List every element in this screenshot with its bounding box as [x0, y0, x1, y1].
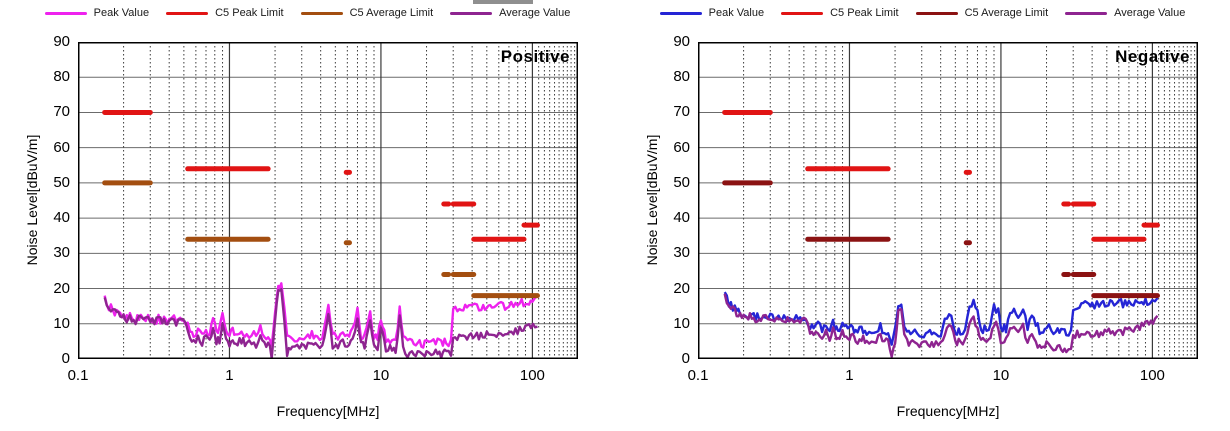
legend-line-swatch: [166, 11, 209, 15]
x-axis-title: Frequency[MHz]: [276, 403, 380, 419]
legend-item: C5 Peak Limit: [166, 7, 284, 19]
legend-item: Average Value: [450, 7, 570, 19]
legend-line-swatch: [450, 11, 493, 15]
y-tick-label: 90: [673, 33, 690, 50]
y-tick-label: 30: [53, 244, 70, 262]
legend-item-label: C5 Peak Limit: [215, 7, 284, 19]
legend-item-label: C5 Peak Limit: [830, 7, 899, 19]
y-tick-label: 20: [53, 279, 70, 297]
legend-line-swatch: [915, 11, 958, 15]
legend-item-label: Average Value: [1114, 7, 1186, 19]
plot-border: [698, 42, 1198, 359]
x-tick-label: 100: [1139, 367, 1165, 384]
y-tick-label: 0: [681, 350, 690, 367]
legend: Peak Value C5 Peak Limit C5 Average Limit A…: [615, 7, 1230, 19]
x-tick-label: 10: [992, 367, 1010, 384]
legend-item: Average Value: [1065, 7, 1185, 19]
legend-line-swatch: [1065, 11, 1108, 15]
y-tick-label: 30: [673, 244, 690, 262]
legend-item: C5 Average Limit: [915, 7, 1049, 19]
y-tick-label: 20: [673, 279, 690, 297]
legend-line-swatch: [781, 11, 824, 15]
x-tick-label: 1: [225, 367, 234, 384]
chart-title: Negative: [1115, 47, 1190, 66]
chart-title: Positive: [500, 47, 570, 66]
x-axis-title: Frequency[MHz]: [896, 403, 1000, 419]
y-tick-label: 80: [673, 68, 690, 86]
y-tick-label: 80: [53, 68, 70, 86]
data-curves: [103, 282, 539, 359]
y-tick-label: 70: [673, 103, 690, 121]
x-tick-label: 1: [845, 367, 854, 384]
y-tick-label: 60: [673, 138, 690, 156]
y-tick-label: 0: [61, 350, 70, 367]
y-axis-title: Noise Level[dBuV/m]: [24, 134, 40, 266]
peak-value-curve: [723, 291, 1159, 346]
y-tick-label: 90: [53, 33, 70, 50]
y-tick-label: 50: [673, 173, 690, 191]
plot-area: [698, 42, 1198, 359]
average-value-curve: [103, 288, 538, 359]
x-tick-label: 10: [372, 367, 390, 384]
legend: Peak Value C5 Peak Limit C5 Average Limit A…: [0, 7, 615, 19]
plot-svg: [78, 42, 578, 359]
x-tick-label: 100: [519, 367, 545, 384]
legend-line-swatch: [659, 11, 702, 15]
legend-item-label: C5 Average Limit: [349, 7, 434, 19]
data-curves: [723, 291, 1159, 358]
cropped-artifact-bar: [473, 0, 533, 4]
chart-panel-positive: Peak Value C5 Peak Limit C5 Average Limit A…: [0, 7, 615, 419]
legend-item-label: Peak Value: [708, 7, 765, 19]
legend-item: C5 Peak Limit: [781, 7, 899, 19]
legend-item: C5 Average Limit: [300, 7, 434, 19]
gridlines: [698, 42, 1198, 359]
plot-area: [78, 42, 578, 359]
legend-item: Peak Value: [44, 7, 150, 19]
y-tick-label: 10: [53, 314, 70, 332]
average-value-curve: [723, 293, 1159, 358]
y-tick-label: 50: [53, 173, 70, 191]
legend-item-label: Average Value: [499, 7, 571, 19]
x-tick-label: 0.1: [687, 367, 709, 384]
y-tick-label: 40: [673, 209, 690, 227]
chart-panel-negative: Peak Value C5 Peak Limit C5 Average Limit A…: [615, 0, 1230, 431]
y-tick-label: 40: [53, 209, 70, 227]
x-tick-label: 0.1: [67, 367, 89, 384]
legend-item: Peak Value: [659, 7, 765, 19]
plot-svg: [698, 42, 1198, 359]
legend-line-swatch: [44, 11, 87, 15]
y-axis-title: Noise Level[dBuV/m]: [644, 134, 660, 266]
peak-value-curve: [103, 282, 539, 349]
y-tick-label: 70: [53, 103, 70, 121]
legend-item-label: Peak Value: [93, 7, 150, 19]
legend-line-swatch: [300, 11, 343, 15]
y-tick-label: 10: [673, 314, 690, 332]
plot-border: [78, 42, 578, 359]
legend-item-label: C5 Average Limit: [964, 7, 1049, 19]
y-tick-label: 60: [53, 138, 70, 156]
